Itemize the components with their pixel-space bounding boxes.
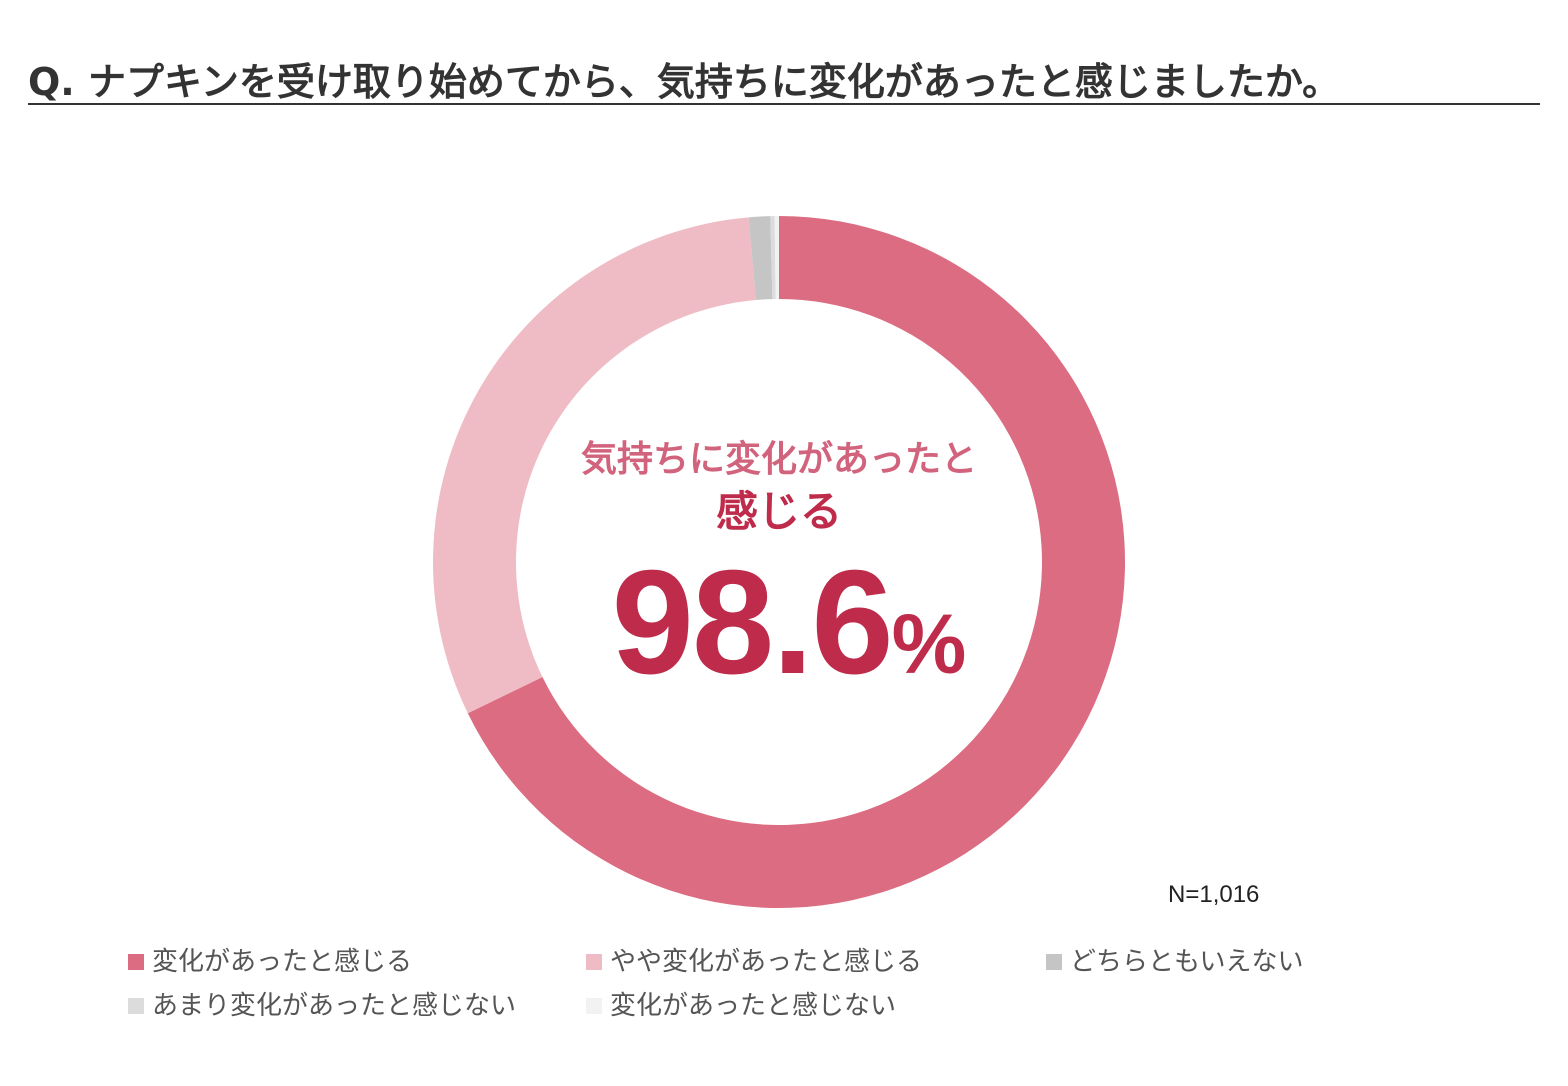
legend-label: やや変化があったと感じる (610, 947, 923, 977)
center-label-line2: 感じる (715, 487, 842, 536)
legend-item-4: あまり変化があったと感じない (128, 986, 516, 1026)
center-label-line1: 気持ちに変化があったと (580, 439, 977, 480)
legend-swatch (1046, 954, 1062, 970)
donut-slice-2 (432, 217, 756, 714)
center-value: 98.6% (579, 548, 999, 744)
legend-label: 変化があったと感じない (610, 991, 897, 1021)
chart-title: Q. ナプキンを受け取り始めてから、気持ちに変化があったと感じましたか。 (28, 60, 1341, 104)
title-underline (28, 103, 1540, 105)
center-value-unit: % (891, 597, 967, 691)
center-label: 気持ちに変化があったと 感じる (579, 436, 979, 540)
sample-size-label: N=1,016 (1168, 881, 1260, 908)
legend-label: 変化があったと感じる (152, 947, 413, 977)
legend-item-2: やや変化があったと感じる (586, 942, 922, 982)
legend-swatch (586, 954, 602, 970)
legend-label: どちらともいえない (1070, 947, 1304, 977)
legend-swatch (586, 998, 602, 1014)
legend-swatch (128, 954, 144, 970)
legend-label: あまり変化があったと感じない (152, 991, 517, 1021)
legend-item-1: 変化があったと感じる (128, 942, 412, 982)
center-value-number: 98.6 (611, 540, 894, 705)
donut-slice-4 (770, 216, 776, 300)
chart-legend: 変化があったと感じる やや変化があったと感じる どちらともいえないあまり変化があった… (128, 942, 1428, 1032)
legend-item-5: 変化があったと感じない (586, 986, 896, 1026)
legend-item-3: どちらともいえない (1046, 942, 1303, 982)
donut-chart (432, 216, 1125, 908)
donut-slice-5 (774, 216, 779, 300)
donut-slice-3 (748, 216, 773, 301)
legend-swatch (128, 998, 144, 1014)
